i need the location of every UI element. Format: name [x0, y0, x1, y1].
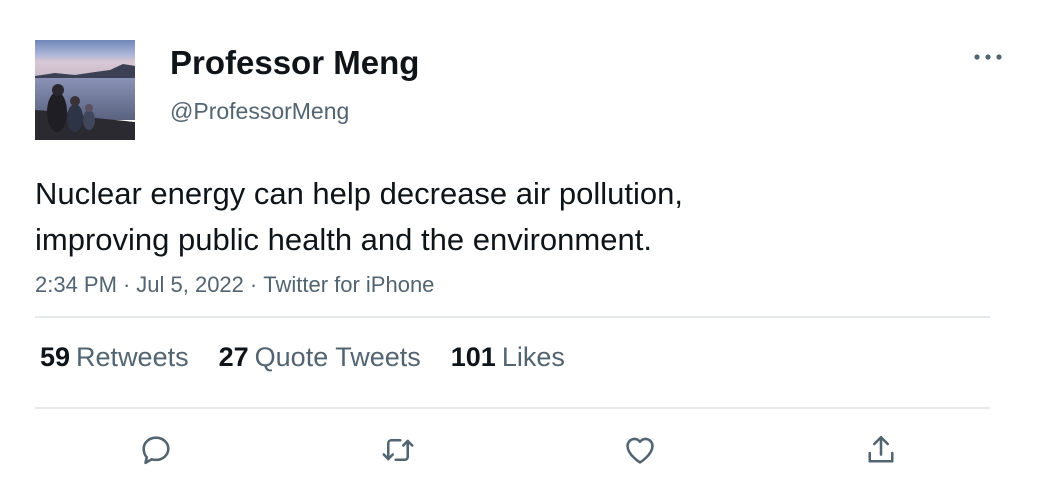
- avatar-photo: [35, 40, 135, 140]
- likes-label: Likes: [501, 342, 565, 372]
- action-bar: [0, 424, 1050, 480]
- like-button[interactable]: [612, 424, 668, 476]
- author-display-name[interactable]: Professor Meng: [170, 44, 420, 81]
- tweet-text-line: Nuclear energy can help decrease air pol…: [35, 176, 683, 211]
- quote-tweets-stat[interactable]: 27 Quote Tweets: [219, 342, 421, 373]
- more-horizontal-icon: [974, 54, 1002, 60]
- divider: [35, 407, 990, 409]
- retweet-button[interactable]: [370, 424, 426, 476]
- tweet-time[interactable]: 2:34 PM: [35, 272, 117, 297]
- avatar[interactable]: [35, 40, 135, 140]
- retweets-count: 59: [40, 342, 71, 372]
- tweet-meta: 2:34 PM · Jul 5, 2022 · Twitter for iPhone: [35, 272, 434, 298]
- retweet-icon: [382, 438, 414, 462]
- likes-stat[interactable]: 101 Likes: [451, 342, 565, 373]
- retweets-stat[interactable]: 59 Retweets: [40, 342, 189, 373]
- share-button[interactable]: [853, 424, 909, 476]
- heart-icon: [626, 437, 654, 464]
- quote-tweets-label: Quote Tweets: [254, 342, 421, 372]
- retweets-label: Retweets: [76, 342, 189, 372]
- tweet-stats: 59 Retweets 27 Quote Tweets 101 Likes: [40, 342, 595, 373]
- reply-icon: [142, 436, 170, 465]
- reply-button[interactable]: [128, 424, 184, 476]
- meta-separator: ·: [122, 272, 131, 297]
- share-icon: [868, 435, 894, 463]
- tweet-source-link[interactable]: Twitter for iPhone: [263, 272, 435, 297]
- meta-separator: ·: [249, 272, 258, 297]
- tweet-text: Nuclear energy can help decrease air pol…: [35, 171, 995, 263]
- divider: [35, 316, 990, 318]
- likes-count: 101: [450, 342, 496, 372]
- author-handle[interactable]: @ProfessorMeng: [170, 98, 350, 124]
- quote-tweets-count: 27: [218, 342, 249, 372]
- tweet-text-line: improving public health and the environm…: [35, 222, 652, 257]
- more-options-button[interactable]: [962, 40, 1014, 74]
- tweet-date[interactable]: Jul 5, 2022: [136, 272, 244, 297]
